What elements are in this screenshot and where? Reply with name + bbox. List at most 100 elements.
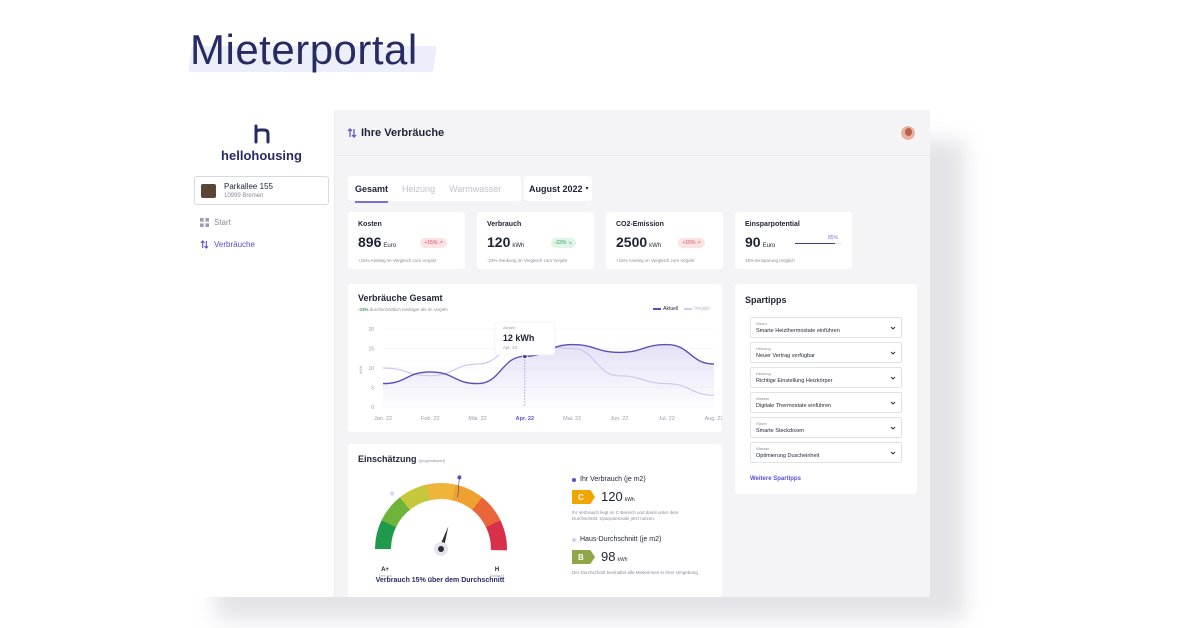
- gauge-high-note: Schlecht: [490, 574, 503, 578]
- chevron-down-icon: [890, 326, 896, 330]
- chart-tooltip: Aktuell 12 kWh Apr. 22: [494, 321, 556, 356]
- house-value-number: 98: [601, 549, 616, 564]
- tab-gesamt[interactable]: Gesamt: [348, 184, 395, 203]
- status-badge: -23% ↘: [550, 238, 576, 248]
- app-window: hellohousing Parkallee 155 10999 Bremen …: [188, 110, 930, 597]
- tip-category: Wasser: [756, 396, 770, 401]
- kpi-number: 896: [358, 234, 382, 250]
- x-tick-label: Apr. 22: [516, 416, 534, 422]
- hellohousing-logo-icon: [254, 124, 270, 144]
- kpi-unit: Euro: [762, 243, 776, 249]
- property-address: 10999 Bremen: [224, 193, 264, 199]
- gauge-segment: [375, 519, 397, 550]
- kpi-note: +15% Anstieg im Vergleich zum Vorjahr: [358, 258, 437, 263]
- own-consumption-value: 120 kWh: [601, 489, 635, 504]
- own-value-unit: kWh: [624, 497, 635, 503]
- y-tick-label: 10: [368, 366, 374, 372]
- legend-item-current[interactable]: Aktuell: [653, 306, 678, 312]
- consumption-line-chart: 0 5 10 15 20 kWh Jan. 22 Feb. 22 Mär. 22 Apr. 22 M…: [358, 321, 722, 422]
- sidebar-item-start[interactable]: Start: [200, 218, 231, 227]
- x-tick-label: Mär. 22: [468, 416, 486, 422]
- own-value-number: 120: [601, 489, 623, 504]
- page-title-text: Ihre Verbräuche: [361, 127, 445, 139]
- kpi-value: 120 kWh: [487, 234, 524, 250]
- chart-legend: Aktuell Vorjahr: [653, 306, 710, 312]
- tip-item[interactable]: Strom Smarte Steckdosen: [750, 417, 902, 438]
- kpi-unit: Euro: [383, 243, 397, 249]
- hero-title: Mieterportal: [190, 26, 418, 73]
- tip-category: Strom: [756, 421, 767, 426]
- x-tick-label: Jul. 22: [659, 416, 675, 422]
- own-consumption-marker-line: [457, 477, 460, 498]
- own-consumption-text: Ihr Verbrauch (je m2): [580, 476, 646, 483]
- legend-item-previous[interactable]: Vorjahr: [684, 306, 710, 312]
- tip-text: Optimierung Duscheinheit: [756, 453, 820, 459]
- tip-item[interactable]: Heizung Neuer Vertrag verfügbar: [750, 342, 902, 363]
- savings-tips-card: Spartipps Strom Smarte Heizthermostate ei…: [735, 284, 917, 494]
- kpi-card-kosten: Kosten 896 Euro +15% ↗ +15% Anstieg im Ve…: [348, 212, 465, 269]
- more-tips-link[interactable]: Weitere Spartipps: [750, 476, 801, 482]
- kpi-value: 90 Euro: [745, 234, 775, 250]
- tip-text: Richtige Einstellung Heizkörper: [756, 378, 833, 384]
- month-select[interactable]: August 2022 ▾: [524, 176, 592, 201]
- series-area-aktuell: [383, 344, 714, 407]
- tab-bar: Gesamt Heizung Warmwasser: [348, 176, 521, 203]
- energy-class-badge-own: C: [572, 490, 595, 504]
- kpi-unit: kWh: [649, 243, 662, 249]
- tip-item[interactable]: Strom Smarte Heizthermostate einführen: [750, 317, 902, 338]
- chart-title: Verbräuche Gesamt: [358, 293, 443, 303]
- x-tick-label: Mai. 22: [563, 416, 581, 422]
- kpi-note: 15% Einsparung möglich: [745, 258, 795, 263]
- tab-warmwasser[interactable]: Warmwasser: [449, 183, 502, 194]
- x-tick-label: Aug. 22: [705, 416, 722, 422]
- header: Ihre Verbräuche: [335, 110, 930, 156]
- y-tick-label: 15: [368, 347, 374, 353]
- tip-category: Wasser: [756, 446, 770, 451]
- gauge-hub-center: [438, 546, 444, 552]
- avatar[interactable]: [900, 125, 916, 141]
- kpi-note: +15% Anstieg im Vergleich zum Vorjahr: [616, 258, 695, 263]
- y-axis-label: kWh: [358, 366, 363, 374]
- sidebar-item-verbrauche[interactable]: Verbräuche: [200, 240, 255, 249]
- chevron-down-icon: [890, 376, 896, 380]
- chart-subtitle: -23% durchschnittlich niedriger als im V…: [358, 307, 448, 312]
- month-select-value: August 2022: [529, 183, 583, 194]
- house-average-note: Der Durchschnitt beinhaltet alle Mieteri…: [572, 570, 698, 575]
- legend-label: Vorjahr: [694, 306, 710, 312]
- house-average-marker: [390, 491, 395, 496]
- kpi-number: 2500: [616, 234, 648, 250]
- tip-category: Heizung: [756, 346, 771, 351]
- sidebar-item-label: Verbräuche: [214, 240, 255, 249]
- tip-category: Strom: [756, 321, 767, 326]
- tip-text: Neuer Vertrag verfügbar: [756, 353, 816, 359]
- tip-text: Smarte Heizthermostate einführen: [756, 328, 840, 334]
- kpi-label: Einsparpotential: [745, 221, 800, 228]
- tip-text: Smarte Steckdosen: [756, 428, 804, 434]
- chevron-down-icon: [890, 426, 896, 430]
- gauge-high-label: H: [495, 567, 499, 573]
- kpi-card-co2: CO2-Emission 2500 kWh +15% ↗ +15% Anstieg…: [606, 212, 723, 269]
- house-value-unit: kWh: [617, 557, 628, 563]
- gauge-segment: [451, 484, 484, 511]
- kpi-unit: kWh: [512, 243, 525, 249]
- tip-item[interactable]: Heizung Richtige Einstellung Heizkörper: [750, 367, 902, 388]
- tip-item[interactable]: Wasser Optimierung Duscheinheit: [750, 442, 902, 463]
- tab-heizung[interactable]: Heizung: [402, 183, 436, 194]
- savings-progress-bar: [795, 243, 842, 244]
- chevron-down-icon: ▾: [585, 186, 589, 192]
- gauge-low-note: Sehr gut: [378, 574, 391, 578]
- tip-item[interactable]: Wasser Digitale Thermostate einführen: [750, 392, 902, 413]
- sort-arrows-icon: [347, 128, 357, 138]
- consumption-chart-card: 0 5 10 15 20 kWh Jan. 22 Feb. 22 Mär. 22 Apr. 22 M…: [348, 284, 722, 432]
- tooltip-value: 12 kWh: [503, 333, 535, 343]
- page-title: Ihre Verbräuche: [347, 127, 444, 139]
- tip-text: Digitale Thermostate einführen: [756, 403, 832, 409]
- chart-subtitle-change: -23%: [358, 307, 369, 312]
- tips-title: Spartipps: [745, 295, 787, 305]
- property-selector[interactable]: Parkallee 155 10999 Bremen: [194, 176, 329, 205]
- kpi-value: 2500 kWh: [616, 234, 661, 250]
- kpi-label: Verbrauch: [487, 221, 522, 228]
- estimate-card: Einschätzung (prognostiziert) A+ H Sehr gut…: [348, 444, 722, 597]
- estimate-title-suffix: (prognostiziert): [418, 458, 446, 463]
- own-consumption-label: Ihr Verbrauch (je m2): [572, 476, 646, 483]
